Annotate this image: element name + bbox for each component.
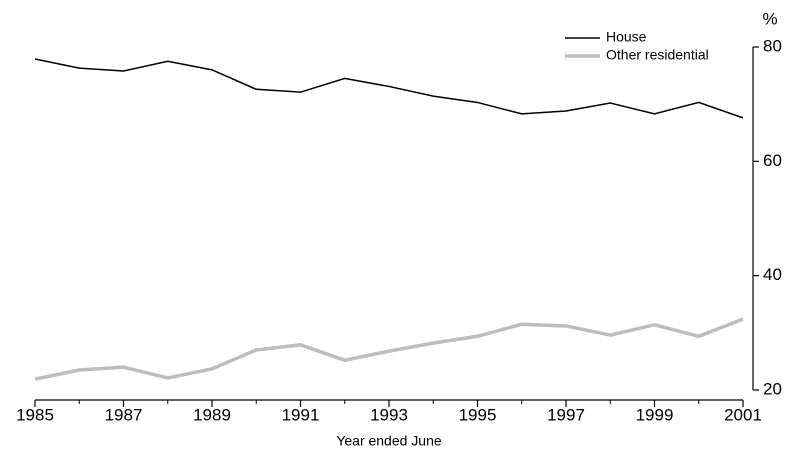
line-series [34, 58, 744, 119]
x-tick-label: 1987 [105, 405, 143, 424]
line-series [34, 317, 744, 381]
x-tick-label: 1999 [636, 405, 674, 424]
y-tick-label: 80 [763, 36, 782, 55]
y-axis-label: % [762, 9, 777, 28]
legend-label: Other residential [606, 47, 709, 63]
x-tick-label: 2001 [724, 405, 762, 424]
x-tick-label: 1985 [16, 405, 54, 424]
y-tick-label: 60 [763, 151, 782, 170]
y-tick-label: 20 [763, 379, 782, 398]
x-tick-label: 1991 [282, 405, 320, 424]
x-tick-label: 1989 [193, 405, 231, 424]
y-tick-label: 40 [763, 265, 782, 284]
x-tick-label: 1993 [370, 405, 408, 424]
x-axis-label: Year ended June [336, 433, 442, 449]
x-tick-label: 1997 [547, 405, 585, 424]
legend-label: House [606, 29, 647, 45]
x-tick-label: 1995 [459, 405, 497, 424]
